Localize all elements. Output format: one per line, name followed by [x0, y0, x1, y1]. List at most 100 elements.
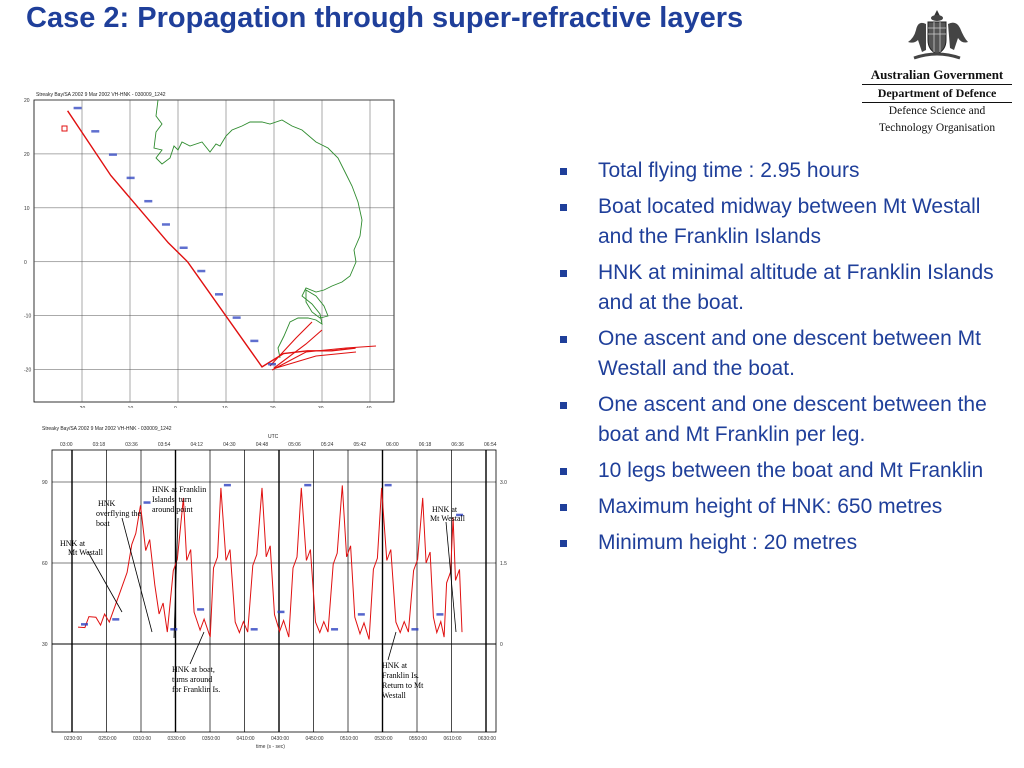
altitude-point-label: [304, 483, 312, 487]
annotation-line: Franklin Is.: [382, 671, 419, 680]
bottom-tick-label: 0610:00: [444, 736, 462, 742]
bottom-tick-label: 0630:00: [478, 736, 496, 742]
annotation-line: Islands, turn: [152, 495, 192, 504]
annotation-line: HNK at Franklin: [152, 485, 206, 494]
altitude-time-series: Streaky Bay/SA 2002 9 Mar 2002 VH-HNK - …: [6, 410, 518, 760]
annotation-line: HNK at: [432, 505, 458, 514]
track-point-label: [179, 246, 188, 250]
top-tick-label: 05:42: [354, 442, 367, 448]
utc-axis-label: UTC: [268, 434, 279, 440]
x-tick-label: 0: [174, 406, 177, 408]
track-point-label: [144, 199, 153, 203]
top-tick-label: 03:18: [93, 442, 106, 448]
annotation-line: HNK at: [382, 661, 408, 670]
y-tick-label: 0: [24, 260, 27, 266]
top-tick-label: 06:00: [386, 442, 399, 448]
bottom-tick-label: 0310:00: [133, 736, 151, 742]
y-tick-label: -20: [24, 368, 31, 374]
top-tick-label: 04:12: [190, 442, 203, 448]
altitude-point-label: [436, 613, 444, 616]
bullet-text: Maximum height of HNK: 650 metres: [598, 495, 943, 518]
track-label-group: [73, 106, 276, 366]
altitude-point-label: [170, 628, 178, 631]
annotation-text: HNK at Franklin Is. Return to Mt Westall: [382, 661, 425, 700]
track-point-label: [197, 269, 206, 273]
bottom-tick-label: 0350:00: [202, 736, 220, 742]
slide-title: Case 2: Propagation through super-refrac…: [26, 2, 744, 34]
left-tick-label: 90: [42, 480, 48, 486]
track-point-label: [91, 130, 100, 133]
top-tick-label: 03:00: [60, 442, 73, 448]
logo-line-department: Department of Defence: [862, 85, 1012, 103]
logo-line-dsto-2: Technology Organisation: [878, 122, 996, 134]
annotation-line: overflying the: [96, 509, 142, 518]
bullet-list: Total flying time : 2.95 hours Boat loca…: [560, 156, 1010, 564]
bullet-item: Boat located midway between Mt Westall a…: [560, 192, 1010, 252]
bullet-square-icon: [560, 336, 567, 343]
altitude-point-label: [81, 623, 88, 626]
annotation-franklin-return: HNK at Franklin Is. Return to Mt Westall: [382, 631, 425, 700]
x-tick-label: 10: [222, 406, 228, 408]
bottom-tick-label: 0230:00: [64, 736, 82, 742]
top-tick-label: 05:06: [288, 442, 301, 448]
altitude-frame: [51, 449, 497, 733]
bottom-tick-label: 0510:00: [340, 736, 358, 742]
annotation-leader: [387, 631, 397, 661]
bottom-tick-label: 0430:00: [271, 736, 289, 742]
x-axis-label: time (s - sec): [256, 744, 285, 750]
flight-track-return: [269, 321, 377, 371]
annotation-text: HNK at Mt Westall: [60, 539, 104, 557]
annotation-line: around point: [152, 505, 193, 514]
track-point-label: [126, 176, 135, 180]
track-point-label: [73, 106, 82, 110]
annotation-line: turns around: [172, 675, 212, 684]
right-tick-label: 3.0: [500, 480, 507, 486]
map-plot-area: -20 -10 0 10 20 30 40 20 20 10 0 -10 -20: [24, 98, 395, 408]
altitude-point-label: [112, 618, 120, 621]
annotation-line: HNK: [98, 499, 116, 508]
annotation-line: boat: [96, 519, 111, 528]
altitude-point-label: [277, 610, 285, 614]
top-tick-label: 03:54: [158, 442, 171, 448]
top-tick-label: 04:30: [223, 442, 236, 448]
annotation-text: HNK overflying the boat: [96, 499, 143, 528]
bullet-item: Total flying time : 2.95 hours: [560, 156, 1010, 186]
annotation-line: Westall: [382, 691, 407, 700]
logo-line-government: Australian Government: [862, 67, 1012, 85]
bullet-text: One ascent and one descent between Mt We…: [598, 327, 981, 380]
bullet-item: One ascent and one descent between the b…: [560, 390, 1010, 450]
left-tick-label: 30: [42, 642, 48, 648]
annotation-line: Mt Westall: [68, 548, 104, 557]
altitude-point-label: [197, 608, 205, 611]
bullet-square-icon: [560, 468, 567, 475]
map-header: Streaky Bay/SA 2002 9 Mar 2002 VH-HNK - …: [36, 92, 166, 98]
altitude-point-label: [331, 628, 339, 631]
top-tick-label: 06:54: [484, 442, 497, 448]
bullet-text: Boat located midway between Mt Westall a…: [598, 195, 981, 248]
bullet-item: Maximum height of HNK: 650 metres: [560, 492, 1010, 522]
flight-track-map: Streaky Bay/SA 2002 9 Mar 2002 VH-HNK - …: [6, 86, 410, 408]
altitude-point-label: [384, 483, 392, 487]
coat-of-arms-icon: [908, 10, 968, 60]
altitude-series: [77, 485, 463, 640]
annotation-boat-turn: HNK at boat, turns around for Franklin I…: [172, 631, 220, 694]
bullet-item: One ascent and one descent between Mt We…: [560, 324, 1010, 384]
bullet-square-icon: [560, 270, 567, 277]
coastline-island: [305, 289, 329, 319]
bottom-tick-label: 0410:00: [237, 736, 255, 742]
track-point-label: [108, 153, 117, 156]
map-y-tick-labels: 20 20 10 0 -10 -20: [24, 98, 31, 374]
x-tick-label: 40: [366, 406, 372, 408]
start-marker: [61, 125, 68, 132]
logo-line-dsto-1: Defence Science and: [888, 105, 986, 117]
top-tick-label: 05:24: [321, 442, 334, 448]
bullet-item: HNK at minimal altitude at Franklin Isla…: [560, 258, 1010, 318]
track-point-label: [268, 362, 276, 366]
annotation-franklin-turn: HNK at Franklin Islands, turn around poi…: [152, 485, 206, 639]
right-tick-label: 0: [500, 642, 503, 648]
x-tick-label: -10: [126, 406, 133, 408]
bottom-tick-labels: 0230:00 0250:00 0310:00 0330:00 0350:00 0410:…: [64, 736, 496, 742]
bottom-tick-label: 0250:00: [99, 736, 117, 742]
annotation-leader: [87, 551, 123, 613]
annotation-line: HNK at boat,: [172, 665, 215, 674]
